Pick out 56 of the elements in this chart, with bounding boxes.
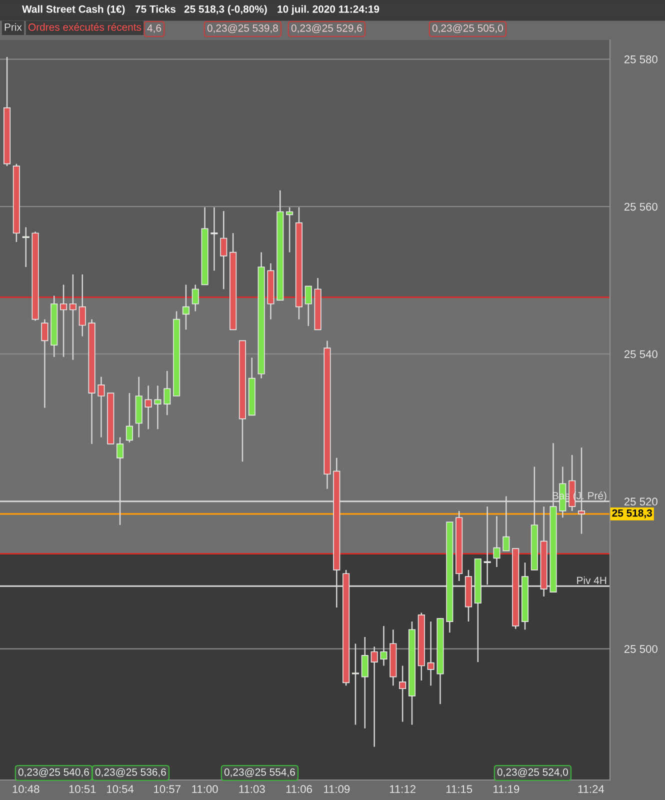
candlestick xyxy=(304,286,312,327)
candlestick xyxy=(380,625,388,666)
candlestick xyxy=(126,392,133,444)
candlestick xyxy=(98,376,105,438)
candlestick xyxy=(493,516,500,568)
annotation: 0,23@25 554,6 xyxy=(224,768,295,778)
candlestick xyxy=(352,643,360,726)
candlestick xyxy=(192,284,199,312)
annotation: 0,23@25 524,0 xyxy=(497,768,568,778)
candlestick xyxy=(399,665,406,722)
text: Prix xyxy=(4,23,22,31)
x-tick-label: 11:15 xyxy=(446,785,472,794)
candlestick xyxy=(427,620,434,686)
candlestick xyxy=(22,226,30,268)
x-tick-label: 10:48 xyxy=(12,785,40,794)
y-tick-label: 25 540 xyxy=(624,350,658,358)
text: 10 juil. 2020 11:24:19 xyxy=(278,5,380,15)
text: 0,23@25 505,0 xyxy=(432,24,503,34)
ref-line-label: 25 518,3 xyxy=(612,509,652,518)
x-tick-label: 10:54 xyxy=(106,785,134,794)
candlestick xyxy=(154,385,162,430)
x-tick-label: 10:51 xyxy=(69,785,96,794)
annotation: 0,23@25 536,6 xyxy=(95,768,166,778)
candlestick xyxy=(60,284,68,358)
candlestick xyxy=(78,274,86,337)
candlestick xyxy=(69,274,76,361)
text: 25 518,3 (-0,80%) xyxy=(184,5,267,15)
x-tick-label: 11:12 xyxy=(390,785,416,793)
x-tick-label: 11:06 xyxy=(286,785,312,794)
text: 0,23@25 539,8 xyxy=(207,24,278,34)
y-tick-label: 25 520 xyxy=(624,498,658,506)
text: Ordres exécutés récents xyxy=(28,23,142,31)
ref-line-label: Piv 4H xyxy=(577,576,606,584)
y-tick-label: 25 560 xyxy=(624,202,658,211)
candlestick xyxy=(41,318,48,408)
chart-title: Wall Street Cash (1€) xyxy=(22,5,125,15)
text: 4,6 xyxy=(147,24,162,34)
candlestick xyxy=(144,385,152,430)
candlestick xyxy=(210,206,218,272)
candlestick xyxy=(182,284,190,330)
x-tick-label: 11:24 xyxy=(578,785,604,793)
candlestick xyxy=(286,206,294,253)
y-tick-label: 25 580 xyxy=(624,55,658,64)
annotation: 0,23@25 540,6 xyxy=(18,768,89,778)
candlestick xyxy=(361,636,368,730)
candlestick xyxy=(220,210,228,290)
x-tick-label: 11:00 xyxy=(192,785,218,794)
y-tick-label: 25 500 xyxy=(624,645,658,653)
text: 0,23@25 529,6 xyxy=(291,24,362,34)
x-tick-label: 11:09 xyxy=(324,785,350,794)
x-tick-label: 10:57 xyxy=(154,785,180,794)
candlestick xyxy=(370,646,378,748)
x-tick-label: 11:03 xyxy=(239,785,265,794)
text: 75 Ticks xyxy=(135,5,176,13)
candlestick xyxy=(164,370,171,416)
x-tick-label: 11:19 xyxy=(494,785,520,794)
